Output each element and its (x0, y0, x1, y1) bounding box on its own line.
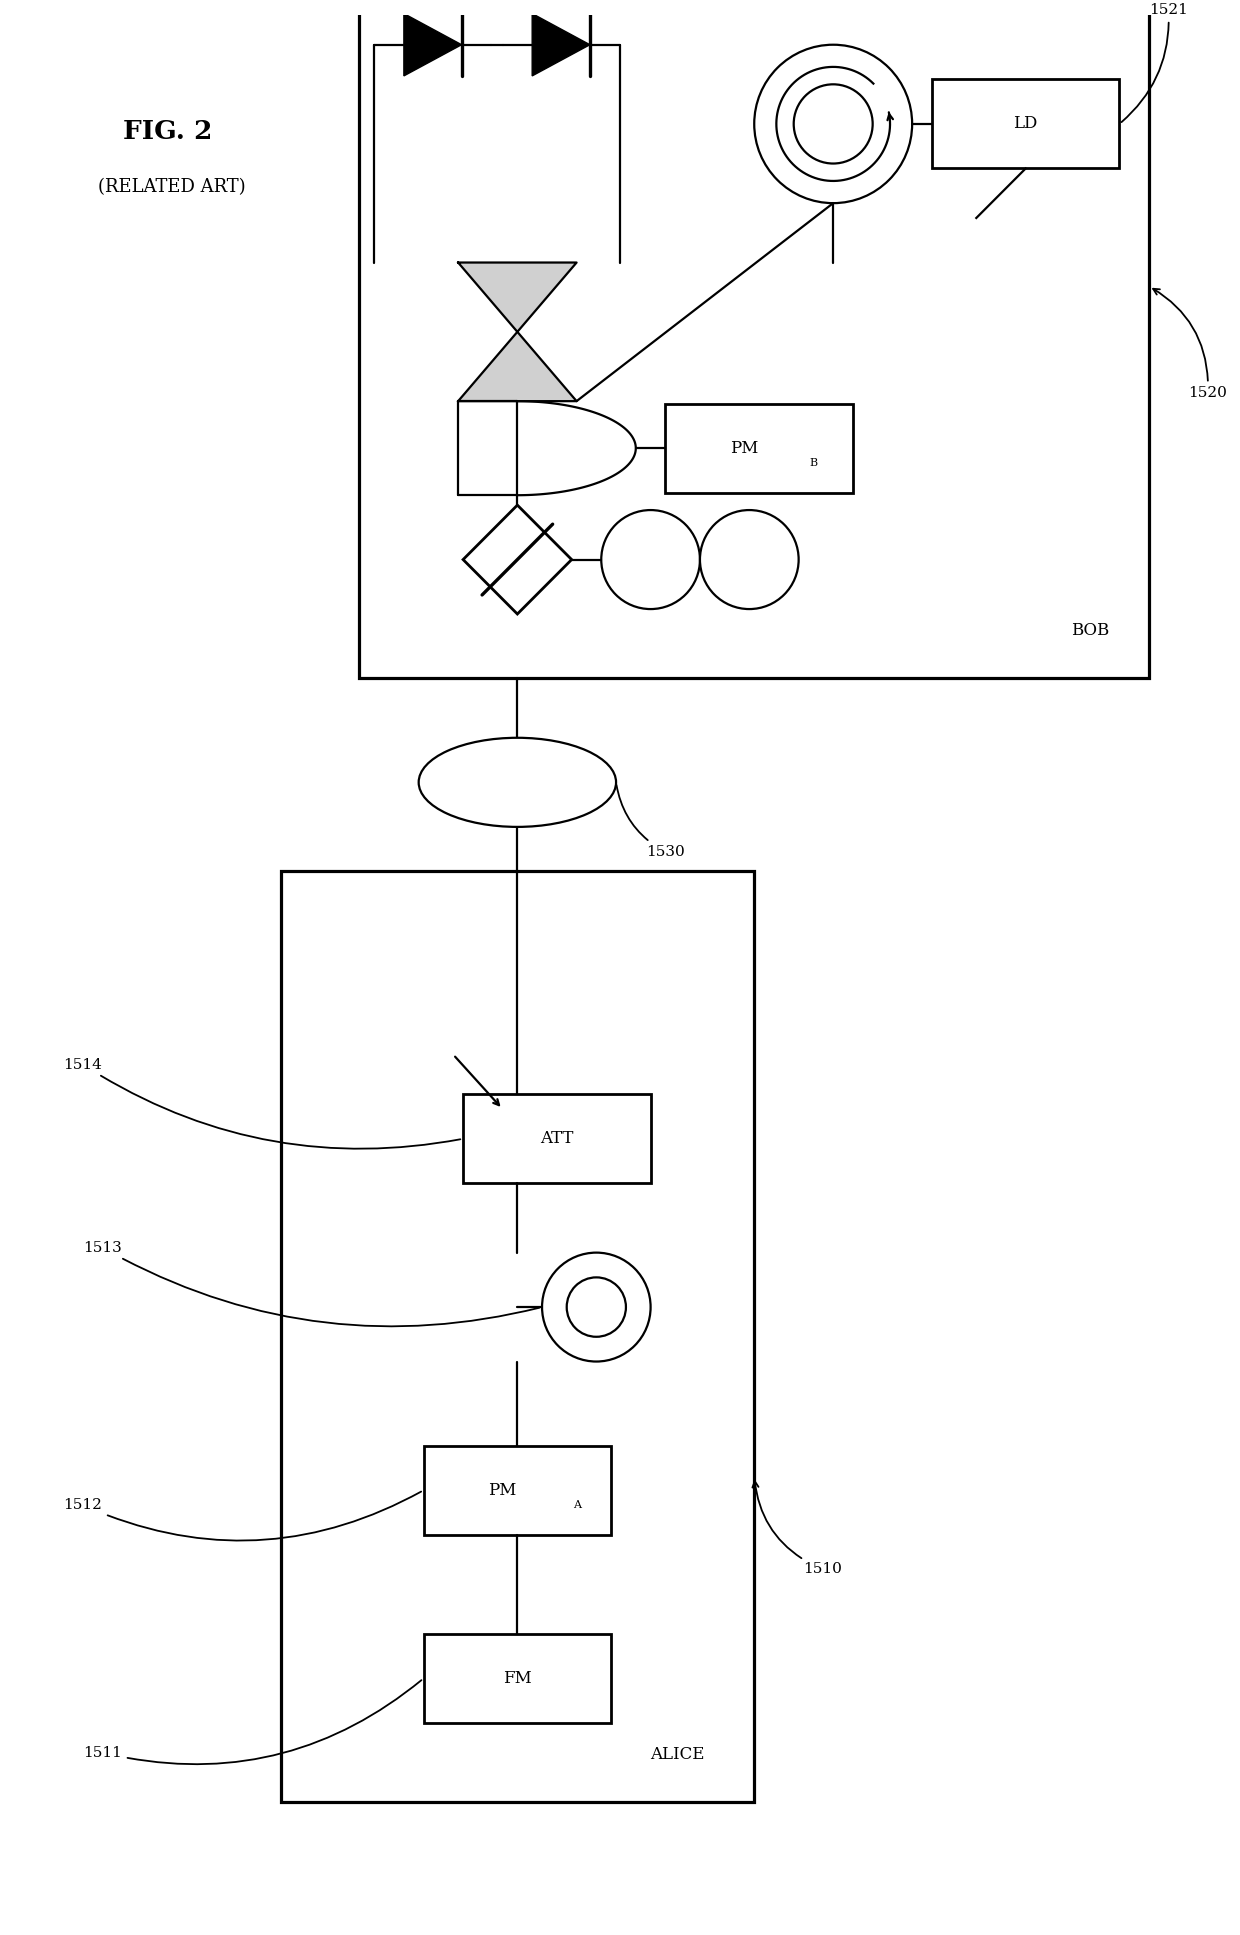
Circle shape (794, 85, 873, 164)
Circle shape (567, 1277, 626, 1337)
Text: 1510: 1510 (753, 1480, 842, 1577)
Circle shape (754, 45, 913, 203)
Text: PM: PM (489, 1482, 517, 1500)
Bar (424, 1633, 611, 1722)
Polygon shape (532, 14, 590, 75)
Text: 1513: 1513 (83, 1240, 539, 1325)
Polygon shape (458, 263, 577, 331)
Text: (RELATED ART): (RELATED ART) (98, 178, 246, 195)
Bar (424, 1445, 611, 1534)
Text: 1530: 1530 (616, 786, 684, 859)
Text: 1514: 1514 (63, 1058, 460, 1149)
Text: PM: PM (730, 439, 759, 457)
Polygon shape (463, 505, 572, 613)
Bar (280, 871, 754, 1801)
Text: ALICE: ALICE (651, 1745, 704, 1763)
Text: FIG. 2: FIG. 2 (123, 118, 212, 143)
Polygon shape (404, 14, 461, 75)
Polygon shape (458, 331, 577, 401)
Bar (360, 0, 1149, 679)
Text: 1511: 1511 (83, 1680, 422, 1765)
Text: A: A (573, 1500, 580, 1509)
Bar (463, 1093, 651, 1184)
Text: 1520: 1520 (1153, 288, 1228, 401)
Text: 1512: 1512 (63, 1492, 422, 1540)
Text: 1521: 1521 (1121, 4, 1188, 122)
Bar (666, 404, 853, 493)
Ellipse shape (419, 737, 616, 826)
Text: FM: FM (503, 1670, 532, 1687)
Text: ATT: ATT (541, 1130, 574, 1147)
Text: B: B (810, 459, 817, 468)
Bar (932, 79, 1120, 168)
Circle shape (699, 511, 799, 610)
Circle shape (542, 1252, 651, 1362)
Text: BOB: BOB (1071, 621, 1110, 639)
Circle shape (601, 511, 699, 610)
Text: LD: LD (1013, 116, 1038, 132)
